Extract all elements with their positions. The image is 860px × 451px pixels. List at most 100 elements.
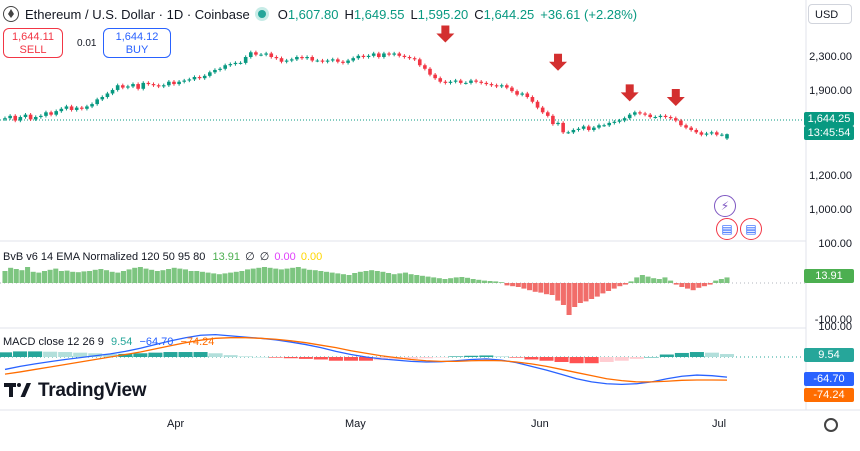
bvb-bar: [250, 268, 256, 283]
macd-signal-line: [4, 337, 728, 383]
bvb-bar: [402, 272, 409, 283]
tradingview-logo[interactable]: TradingView: [4, 380, 147, 402]
candle-body: [69, 106, 74, 110]
us-flag-event-icon[interactable]: ▤: [716, 218, 738, 240]
candle-body: [576, 128, 581, 130]
sell-button[interactable]: 1,644.11 SELL: [3, 28, 63, 58]
bvb-bar: [267, 267, 273, 283]
candle-body: [458, 80, 463, 83]
bvb-bar: [498, 282, 504, 283]
us-flag-event-icon[interactable]: ▤: [740, 218, 762, 240]
macd-hist-bar: [58, 352, 73, 357]
bvb-bar: [8, 267, 14, 283]
bvb-bar: [442, 279, 448, 283]
bvb-bar: [199, 271, 205, 283]
sell-arrow-icon: [549, 53, 568, 71]
macd-hist-bar: [719, 354, 735, 357]
open-label: O: [277, 6, 288, 22]
candle-body: [653, 117, 658, 119]
candle-body: [428, 68, 432, 75]
macd-legend[interactable]: MACD close 12 26 9 9.54 −64.70 −74.24: [3, 336, 214, 348]
candle-body: [433, 74, 437, 79]
bvb-bar: [30, 271, 36, 283]
bvb-bar: [690, 283, 696, 291]
bvb-bar: [104, 270, 110, 283]
buy-button[interactable]: 1,644.12 BUY: [103, 28, 171, 58]
sell-arrow-icon: [436, 25, 455, 43]
candle-body: [28, 114, 33, 120]
candle-body: [126, 86, 130, 88]
macd-hist-bar: [43, 351, 58, 357]
macd-hist-bar: [238, 356, 253, 357]
candle-body: [136, 84, 140, 89]
bvb-bar: [143, 268, 149, 283]
bvb-bar: [707, 283, 713, 285]
candle-body: [720, 134, 724, 136]
candle-body: [622, 118, 627, 121]
low-label: L: [410, 6, 418, 22]
macd-hist-bar: [629, 357, 644, 359]
bvb-bar: [290, 267, 296, 283]
bvb-bar: [481, 280, 487, 283]
candle-body: [479, 81, 484, 83]
candle-body: [259, 54, 263, 56]
bvb-bar: [284, 268, 290, 283]
bvb-bar: [431, 277, 437, 283]
candle-body: [192, 77, 197, 80]
open-value: 1,607.80: [287, 6, 339, 22]
candle-body: [397, 53, 402, 56]
symbol-title[interactable]: Ethereum / U.S. Dollar · 1D · Coinbase: [25, 6, 250, 22]
settings-gear-icon[interactable]: [824, 418, 838, 432]
candle-body: [274, 57, 279, 59]
bvb-bar: [476, 279, 482, 283]
bvb-bar: [92, 269, 98, 283]
bvb-bar: [318, 271, 324, 283]
candle-body: [658, 115, 663, 118]
macd-legend-name: MACD close 12 26 9: [3, 336, 104, 348]
bvb-bar: [425, 276, 431, 283]
bvb-bar: [465, 277, 471, 283]
bvb-bar: [448, 278, 454, 283]
close-value: 1,644.25: [483, 6, 535, 22]
candle-body: [8, 115, 12, 119]
candle-body: [668, 117, 673, 119]
candle-body: [382, 53, 386, 57]
candle-body: [233, 62, 238, 65]
bvb-axis-bottom: -100.00: [814, 314, 852, 326]
candle-body: [377, 53, 381, 57]
candle-body: [23, 114, 28, 118]
macd-hist-bar: [253, 357, 268, 358]
bvb-bar: [312, 270, 318, 283]
bvb-bar: [532, 283, 538, 292]
bvb-legend[interactable]: BvB v6 14 EMA Normalized 120 50 95 80 13…: [3, 250, 322, 263]
low-value: 1,595.20: [417, 6, 469, 22]
candle-body: [684, 125, 688, 128]
bvb-bar: [205, 272, 211, 283]
bvb-bar: [606, 283, 612, 291]
bvb-bar: [617, 283, 623, 287]
candle-body: [182, 80, 187, 82]
macd-hist-bar: [133, 353, 148, 357]
high-value: 1,649.55: [353, 6, 405, 22]
candle-body: [39, 115, 43, 118]
last-price-tag: 1,644.25: [804, 112, 854, 126]
lightning-event-icon[interactable]: ⚡: [714, 195, 736, 217]
bvb-bar: [555, 283, 561, 301]
candle-body: [469, 80, 473, 83]
bvb-bar: [357, 271, 363, 283]
bvb-bar: [120, 271, 126, 283]
countdown-tag: 13:45:54: [804, 126, 854, 140]
candle-body: [387, 53, 391, 55]
bvb-bar: [459, 277, 465, 283]
bvb-bar: [589, 283, 595, 299]
candle-body: [264, 53, 268, 55]
currency-select[interactable]: USD: [808, 4, 852, 24]
candle-body: [581, 126, 586, 129]
candle-body: [243, 57, 248, 63]
candle-body: [638, 112, 642, 114]
bvb-bar: [611, 283, 617, 289]
candle-body: [597, 125, 601, 128]
macd-line-tag: -64.70: [804, 372, 854, 386]
